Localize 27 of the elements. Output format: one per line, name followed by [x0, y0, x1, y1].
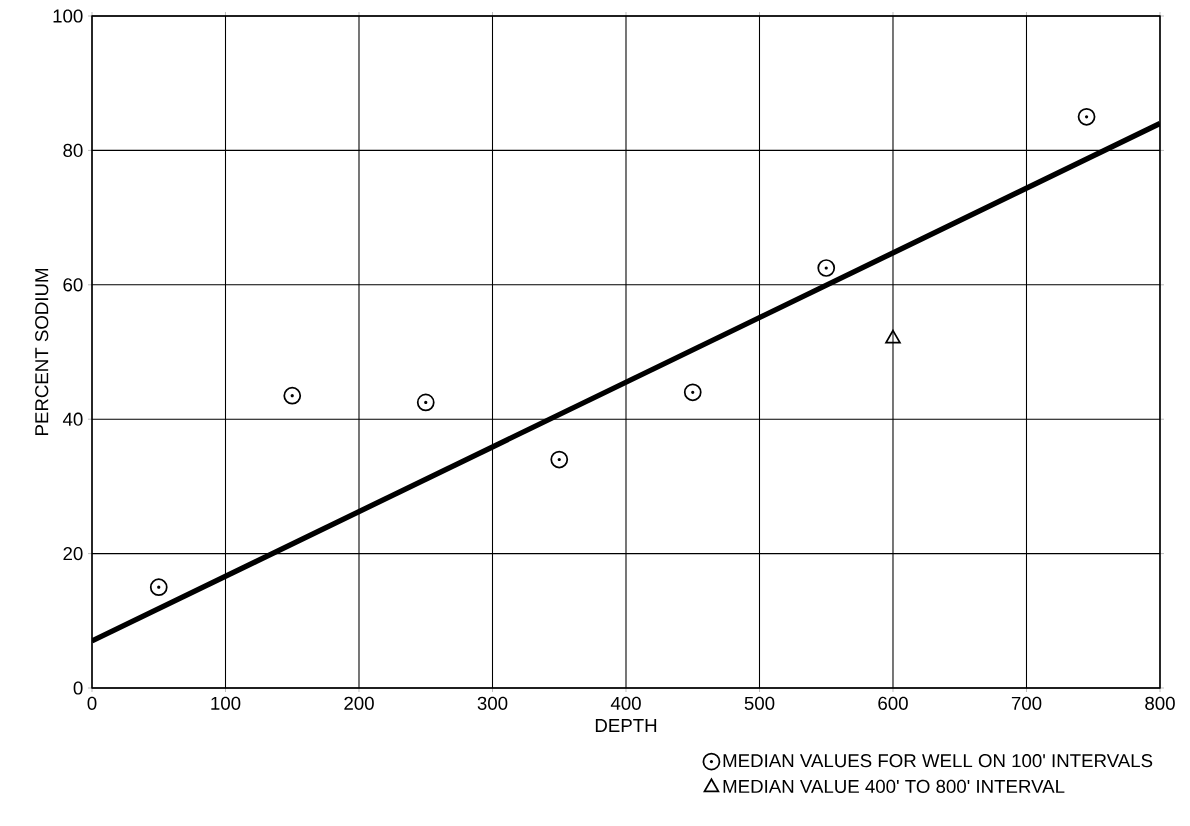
y-tick-label: 80: [63, 143, 83, 158]
point: [283, 386, 302, 405]
legend-label: MEDIAN VALUES FOR WELL ON 100' INTERVALS: [723, 754, 1153, 768]
x-tick-label: 0: [87, 696, 97, 710]
point: [817, 259, 836, 277]
y-tick-label: 20: [63, 546, 83, 561]
x-tick-label: 400: [610, 696, 641, 710]
point: [149, 578, 168, 597]
x-tick-label: 500: [744, 696, 775, 710]
y-axis-title: PERCENT SODIUM: [35, 269, 49, 435]
point: [1077, 107, 1096, 126]
x-tick-label: 100: [211, 696, 241, 710]
y-tick-label: 100: [53, 9, 83, 23]
y-tick-label: 40: [62, 412, 83, 426]
y-tick-label: 0: [73, 681, 83, 695]
x-tick-label: 700: [1011, 696, 1042, 710]
point: [416, 393, 435, 412]
x-tick-label: 300: [477, 696, 508, 710]
x-tick-label: 200: [344, 696, 374, 710]
point: [550, 450, 569, 469]
x-tick-label: 600: [878, 696, 908, 710]
y-tick-label: 60: [63, 278, 83, 292]
point: [683, 383, 702, 402]
x-tick-label: 800: [1145, 696, 1175, 710]
legend-label: MEDIAN VALUE 400' TO 800' INTERVAL: [723, 779, 1065, 793]
point: [885, 329, 901, 344]
x-axis-title: DEPTH: [595, 719, 657, 732]
